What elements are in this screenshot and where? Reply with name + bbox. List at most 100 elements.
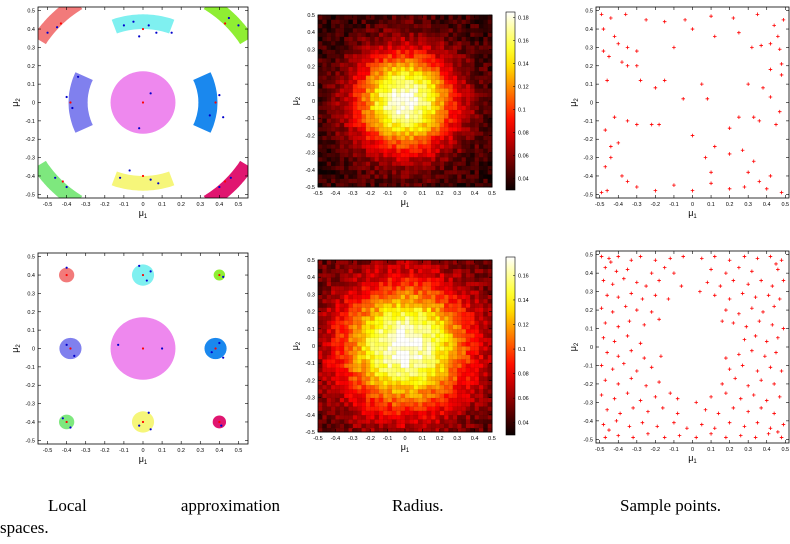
radius-bottom-heat-cell	[335, 332, 341, 338]
radius-top-heat-cell	[352, 19, 358, 25]
radius-top-heat-cell	[335, 105, 341, 111]
samples-bottom-sample-point	[751, 393, 756, 397]
radius-bottom-heat-cell	[417, 401, 423, 407]
radius-top-heat-cell	[483, 66, 489, 72]
radius-bottom-heat-cell	[417, 393, 423, 399]
radius-bottom-heat-cell	[443, 384, 450, 390]
samples-bottom-sample-point	[759, 378, 763, 383]
radius-bottom-heat-cell	[404, 264, 410, 270]
radius-bottom-heat-cell	[391, 367, 397, 373]
radius-bottom-heat-cell	[422, 315, 428, 321]
radius-bottom-xtick-label: 0.4	[471, 436, 479, 442]
radius-bottom-heat-cell	[413, 294, 419, 300]
samples-top-sample-point	[755, 12, 760, 17]
radius-bottom-colorbar-tick-label: 0.14	[518, 298, 529, 304]
radius-bottom-heat-cell	[378, 393, 384, 399]
radius-top-heat-cell	[448, 169, 454, 175]
radius-top-heat-cell	[483, 148, 489, 154]
radius-bottom-heat-cell	[348, 320, 354, 326]
samples-bottom-sample-point	[781, 326, 786, 331]
local-top-region-yellow	[111, 171, 175, 191]
radius-bottom-heat-cell	[448, 401, 454, 407]
radius-bottom-heat-cell	[343, 380, 350, 386]
radius-top-heat-cell	[404, 44, 410, 50]
radius-top-heat-cell	[457, 100, 463, 106]
radius-top-heat-cell	[335, 143, 341, 149]
radius-top-heat-cell	[322, 109, 328, 115]
samples-top-sample-point	[635, 185, 639, 189]
radius-top-heat-cell	[387, 161, 393, 167]
radius-bottom-heat-cell	[400, 350, 406, 356]
radius-bottom-heat-cell	[465, 358, 471, 364]
radius-top-heat-cell	[396, 79, 402, 85]
radius-bottom-heat-cell	[356, 277, 363, 283]
radius-top-heat-cell	[439, 143, 445, 149]
radius-bottom-heat-cell	[465, 393, 471, 399]
radius-top-heat-cell	[330, 40, 336, 46]
radius-bottom-heat-cell	[474, 410, 480, 416]
radius-bottom-heat-cell	[352, 423, 358, 429]
radius-top-heat-cell	[443, 113, 450, 119]
samples-top-sample-point	[690, 133, 695, 138]
samples-bottom-sample-point	[672, 271, 676, 275]
radius-bottom-heat-cell	[391, 358, 397, 364]
radius-bottom-heat-cell	[370, 397, 376, 403]
radius-bottom-heat-cell	[409, 294, 415, 300]
radius-top-heat-cell	[391, 148, 397, 154]
samples-top-xtick-label: 0	[691, 202, 694, 208]
radius-bottom-heat-cell	[461, 311, 467, 317]
radius-top-heat-cell	[378, 135, 384, 141]
radius-top-ytick-label: 0	[312, 99, 315, 105]
radius-bottom-heat-cell	[417, 307, 423, 313]
samples-top-sample-point	[746, 82, 750, 86]
radius-top-heat-cell	[470, 169, 476, 175]
radius-bottom-heat-cell	[387, 354, 393, 360]
radius-top-heat-cell	[348, 66, 354, 72]
radius-top-heat-cell	[356, 87, 363, 93]
radius-top-heat-cell	[356, 92, 363, 98]
radius-top-heat-cell	[474, 87, 480, 93]
radius-bottom-heat-cell	[435, 324, 441, 330]
radius-top-heat-cell	[452, 23, 458, 29]
radius-top-heat-cell	[443, 118, 450, 124]
radius-bottom-heat-cell	[465, 259, 471, 265]
radius-bottom-heat-cell	[330, 264, 336, 270]
radius-top-heat-cell	[391, 44, 397, 50]
radius-bottom-heat-cell	[391, 345, 397, 351]
radius-bottom-heat-cell	[400, 328, 406, 334]
radius-top-heat-cell	[370, 36, 376, 42]
radius-top-heat-cell	[370, 100, 376, 106]
radius-top-heat-cell	[352, 118, 358, 124]
radius-top-heat-cell	[478, 40, 484, 46]
radius-bottom-heat-cell	[383, 401, 389, 407]
radius-top-heat-cell	[348, 62, 354, 68]
radius-bottom-heat-cell	[400, 268, 406, 274]
radius-top-heat-cell	[317, 75, 323, 81]
radius-bottom-heat-cell	[365, 401, 371, 407]
radius-top-heat-cell	[387, 173, 393, 179]
radius-top-heat-cell	[452, 92, 458, 98]
radius-top-heat-cell	[430, 96, 437, 102]
radius-bottom-heat-cell	[326, 320, 332, 326]
radius-bottom-heat-cell	[404, 410, 410, 416]
radius-top-heat-cell	[457, 87, 463, 93]
radius-top-heat-cell	[391, 169, 397, 175]
radius-top-heat-cell	[430, 66, 437, 72]
radius-top-heat-cell	[322, 118, 328, 124]
radius-top-heat-cell	[409, 44, 415, 50]
radius-top-heat-cell	[409, 122, 415, 128]
radius-top-heat-cell	[317, 83, 323, 89]
samples-bottom-sample-point	[607, 428, 611, 432]
radius-top-heat-cell	[348, 40, 354, 46]
radius-top-heat-cell	[470, 118, 476, 124]
radius-top-heat-cell	[413, 122, 419, 128]
radius-top-heat-cell	[413, 178, 419, 184]
radius-top-heat-cell	[356, 126, 363, 132]
radius-bottom-heat-cell	[348, 259, 354, 265]
radius-bottom-heat-cell	[396, 354, 402, 360]
samples-bottom-sample-point	[720, 319, 724, 323]
radius-top-heat-cell	[409, 105, 415, 111]
radius-top-heat-cell	[396, 161, 402, 167]
radius-bottom-heat-cell	[422, 375, 428, 381]
radius-bottom-heat-cell	[335, 371, 341, 377]
